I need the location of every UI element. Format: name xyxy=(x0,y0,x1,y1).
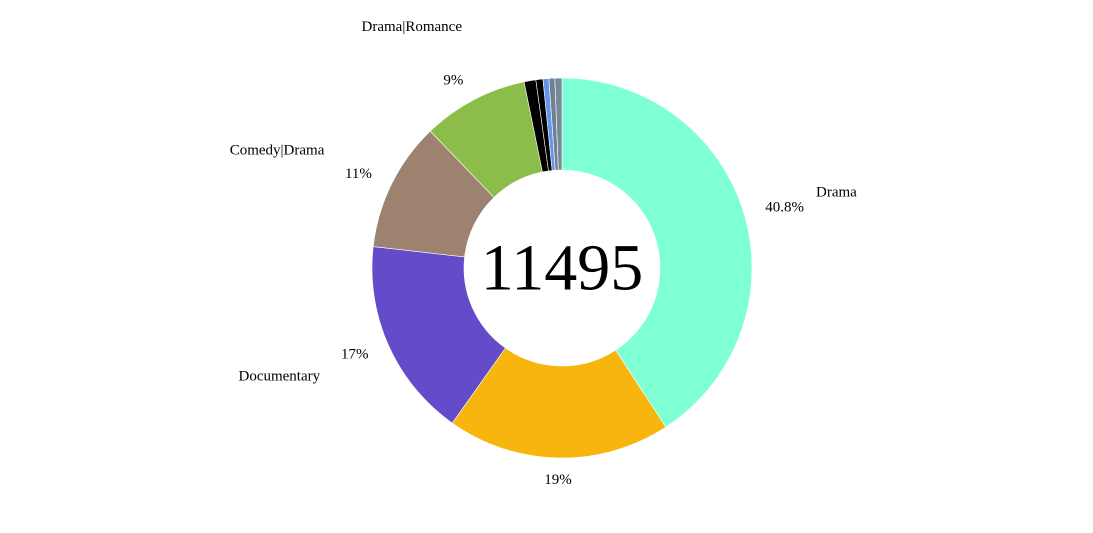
slice-percent-label: 19% xyxy=(544,472,572,488)
donut-slice-1[interactable] xyxy=(451,347,667,459)
donut-slice-2[interactable] xyxy=(371,246,506,424)
center-total: 11495 xyxy=(481,232,644,305)
slice-category-label: Documentary xyxy=(238,368,320,384)
slice-percent-label: 40.8% xyxy=(765,200,804,216)
slice-percent-label: 9% xyxy=(443,72,463,88)
slice-category-label: Comedy|Drama xyxy=(230,143,325,159)
donut-slice-0[interactable] xyxy=(561,77,753,428)
slice-percent-label: 17% xyxy=(341,347,369,363)
donut-slices xyxy=(371,77,753,459)
donut-slice-9[interactable] xyxy=(554,77,563,171)
slice-percent-label: 11% xyxy=(345,166,372,182)
donut-labels: 40.8% Drama 19% 17% Documentary 11% Comedy|Dra… xyxy=(230,19,857,488)
slice-category-label: Drama|Romance xyxy=(362,19,463,35)
slice-category-label: Drama xyxy=(816,184,857,200)
